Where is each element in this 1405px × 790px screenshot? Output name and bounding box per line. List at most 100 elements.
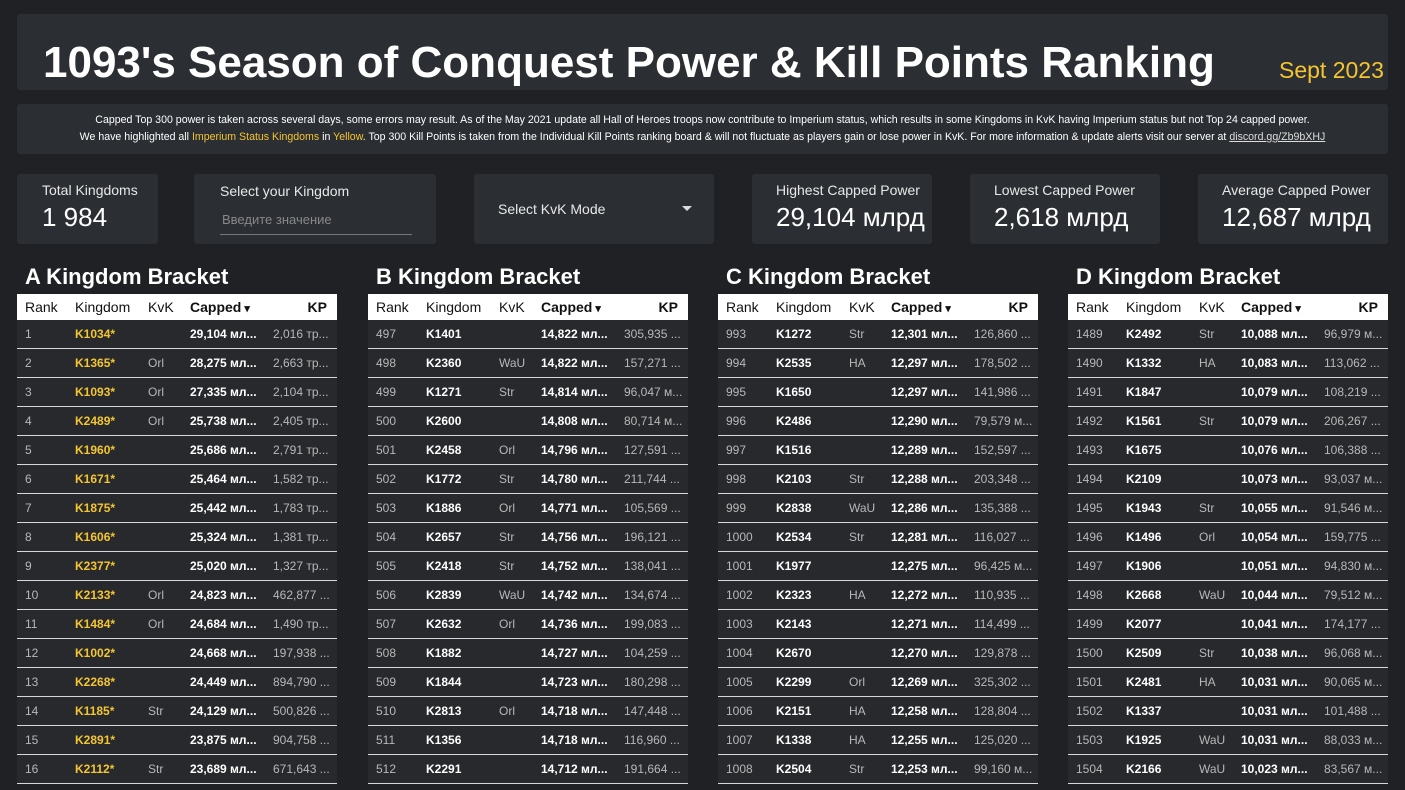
- sort-icon: ▾: [592, 303, 601, 315]
- capped-power: 14,742 мл...: [541, 588, 608, 602]
- kvk-select[interactable]: Select KvK Mode: [474, 174, 714, 244]
- kvk: Str: [1199, 501, 1215, 515]
- rank: 2: [25, 356, 32, 370]
- kingdom: K2103: [776, 472, 812, 486]
- kingdom: K1606*: [75, 530, 116, 544]
- kill-points: 113,062 ...: [1324, 356, 1380, 370]
- capped-power: 10,044 мл...: [1241, 588, 1308, 602]
- kvk: Orl: [1199, 530, 1215, 544]
- column-header[interactable]: Capped ▾: [190, 299, 250, 315]
- kvk: HA: [849, 733, 866, 747]
- total-card: Total Kingdoms 1 984: [17, 174, 158, 244]
- table-row: 996 K2486 12,290 мл... 79,579 м...: [718, 407, 1038, 436]
- rank: 996: [726, 414, 747, 428]
- kill-points: 108,219 ...: [1324, 385, 1381, 399]
- select-label: Select your Kingdom: [220, 183, 350, 199]
- capped-power: 14,771 мл...: [541, 501, 608, 515]
- table-row: 1000 K2534 Str 12,281 мл... 116,027 ...: [718, 523, 1038, 552]
- table-row: 995 K1650 12,297 мл... 141,986 ...: [718, 378, 1038, 407]
- table-row: 501 K2458 Orl 14,796 мл... 127,591 ...: [368, 436, 688, 465]
- kingdom: K2891*: [75, 733, 116, 747]
- table-row: 1499 K2077 10,041 мл... 174,177 ...: [1068, 610, 1388, 639]
- kingdom: K2632: [426, 617, 462, 631]
- kill-points: 147,448 ...: [624, 704, 681, 718]
- kingdom: K2268*: [75, 675, 116, 689]
- capped-power: 14,822 мл...: [541, 356, 608, 370]
- kingdom: K2133*: [75, 588, 116, 602]
- kingdom: K2486: [776, 414, 812, 428]
- rank: 502: [376, 472, 397, 486]
- column-header[interactable]: Capped ▾: [891, 299, 951, 315]
- table-row: 999 K2838 WaU 12,286 мл... 135,388 ...: [718, 494, 1038, 523]
- kingdom-input[interactable]: Введите значение: [220, 208, 412, 235]
- dropdown-arrow: [682, 206, 692, 211]
- capped-power: 12,286 мл...: [891, 501, 958, 515]
- table-row: 998 K2103 Str 12,288 мл... 203,348 ...: [718, 465, 1038, 494]
- rank: 1004: [726, 646, 753, 660]
- table-row: 9 K2377* 25,020 мл... 1,327 тр...: [17, 552, 337, 581]
- discord-link[interactable]: discord.gg/Zb9bXHJ: [1229, 131, 1326, 143]
- notice-line: We have highlighted all Imperium Status …: [17, 129, 1388, 146]
- rank: 14: [25, 704, 39, 718]
- kill-points: 203,348 ...: [974, 472, 1031, 486]
- kvk: HA: [1199, 675, 1216, 689]
- kill-points: 134,674 ...: [624, 588, 681, 602]
- capped-power: 14,723 мл...: [541, 675, 608, 689]
- capped-power: 10,041 мл...: [1241, 617, 1308, 631]
- card-label: Highest Capped Power: [776, 182, 920, 198]
- rank: 1500: [1076, 646, 1103, 660]
- rank: 13: [25, 675, 39, 689]
- table-row: 1007 K1338 HA 12,255 мл... 125,020 ...: [718, 726, 1038, 755]
- column-header: KP: [1008, 299, 1028, 315]
- table-row: 2 K1365* Orl 28,275 мл... 2,663 тр...: [17, 349, 337, 378]
- kill-points: 2,791 тр...: [273, 443, 329, 457]
- kill-points: 671,643 ...: [273, 762, 330, 776]
- kill-points: 500,826 ...: [273, 704, 330, 718]
- table-row: 502 K1772 Str 14,780 мл... 211,744 ...: [368, 465, 688, 494]
- kingdom: K1675: [1126, 443, 1162, 457]
- date: Sept 2023: [1279, 57, 1384, 83]
- table-row: 509 K1844 14,723 мл... 180,298 ...: [368, 668, 688, 697]
- kvk: Orl: [849, 675, 865, 689]
- capped-power: 14,808 мл...: [541, 414, 608, 428]
- kingdom: K1332: [1126, 356, 1162, 370]
- capped-power: 10,054 мл...: [1241, 530, 1308, 544]
- kingdom: K2509: [1126, 646, 1162, 660]
- table-row: 503 K1886 Orl 14,771 мл... 105,569 ...: [368, 494, 688, 523]
- column-header: KvK: [849, 299, 875, 315]
- kill-points: 2,405 тр...: [273, 414, 329, 428]
- column-header[interactable]: Capped ▾: [541, 299, 601, 315]
- rank: 511: [376, 733, 396, 747]
- rank: 1008: [726, 762, 753, 776]
- rank: 1001: [726, 559, 753, 573]
- rank: 1494: [1076, 472, 1103, 486]
- table-row: 997 K1516 12,289 мл... 152,597 ...: [718, 436, 1038, 465]
- kvk: Orl: [148, 385, 164, 399]
- table-row: 510 K2813 Orl 14,718 мл... 147,448 ...: [368, 697, 688, 726]
- rank: 1492: [1076, 414, 1103, 428]
- rank: 9: [25, 559, 32, 573]
- kill-points: 79,512 м...: [1324, 588, 1383, 602]
- kill-points: 116,960 ...: [624, 733, 680, 747]
- capped-power: 25,464 мл...: [190, 472, 257, 486]
- column-header: Rank: [25, 299, 58, 315]
- capped-power: 25,324 мл...: [190, 530, 257, 544]
- table-row: 1 K1034* 29,104 мл... 2,016 тр...: [17, 320, 337, 349]
- kvk: Orl: [148, 356, 164, 370]
- rank: 1504: [1076, 762, 1103, 776]
- kingdom: K1943: [1126, 501, 1162, 515]
- table-row: 994 K2535 HA 12,297 мл... 178,502 ...: [718, 349, 1038, 378]
- rank: 1006: [726, 704, 753, 718]
- rank: 1005: [726, 675, 753, 689]
- rank: 3: [25, 385, 32, 399]
- capped-power: 14,736 мл...: [541, 617, 608, 631]
- table-header: Rank Kingdom KvK Capped ▾ KP: [368, 294, 688, 320]
- kingdom: K1960*: [75, 443, 116, 457]
- kvk: HA: [849, 704, 866, 718]
- kingdom: K2109: [1126, 472, 1162, 486]
- sort-icon: ▾: [241, 303, 250, 315]
- table-row: 1503 K1925 WaU 10,031 мл... 88,033 м...: [1068, 726, 1388, 755]
- column-header[interactable]: Capped ▾: [1241, 299, 1301, 315]
- kill-points: 157,271 ...: [624, 356, 681, 370]
- capped-power: 24,449 мл...: [190, 675, 257, 689]
